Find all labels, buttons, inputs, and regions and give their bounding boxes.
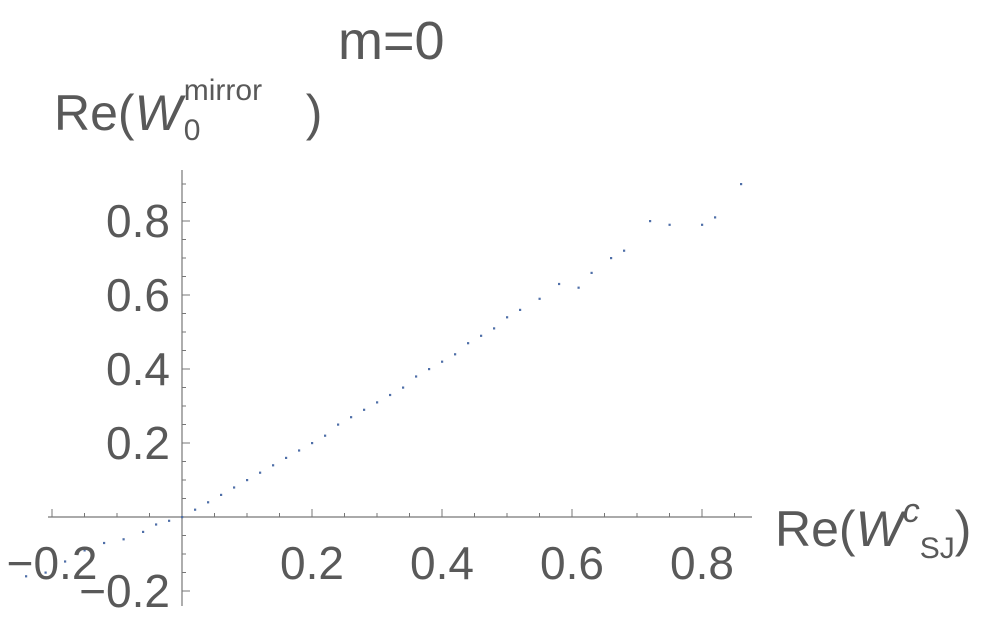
x-axis-label-prefix: Re(: [775, 501, 856, 557]
data-point: [142, 530, 145, 533]
data-point: [83, 549, 86, 552]
y-axis-label-subscript: 0: [183, 114, 201, 147]
data-point: [272, 464, 275, 467]
data-point: [506, 316, 509, 319]
y-tick-label: 0.2: [106, 417, 170, 469]
data-point: [577, 286, 580, 289]
data-point: [259, 471, 262, 474]
x-tick-label: 0.8: [670, 537, 734, 589]
x-tick-labels: −0.2 0.2 0.4 0.6 0.8: [7, 537, 734, 589]
data-point: [285, 456, 288, 459]
data-point: [649, 220, 652, 223]
data-point: [168, 519, 171, 522]
data-point: [350, 416, 353, 419]
y-tick-label: 0.4: [106, 343, 170, 395]
x-tick-label: 0.4: [410, 537, 474, 589]
y-tick-label: 0.8: [106, 195, 170, 247]
x-axis-label: Re(WcSJ): [775, 494, 971, 564]
x-axis-label-suffix: ): [954, 501, 972, 557]
data-point: [668, 223, 671, 226]
data-point: [538, 297, 541, 300]
data-point: [415, 375, 418, 378]
data-point: [298, 449, 301, 452]
data-point: [701, 223, 704, 226]
chart-title: m=0: [338, 14, 445, 68]
data-point: [103, 541, 106, 545]
data-point: [519, 308, 522, 311]
x-tick-label: 0.6: [540, 537, 604, 589]
data-point: [207, 501, 210, 504]
data-point: [590, 271, 593, 274]
data-point: [194, 508, 197, 511]
y-axis-label-superscript: mirror: [183, 74, 263, 107]
data-point: [558, 282, 561, 286]
data-point: [428, 368, 431, 371]
data-point: [402, 386, 405, 389]
y-axis-label-prefix: Re(: [54, 85, 135, 141]
data-point: [623, 249, 626, 252]
y-axis-label-symbol: W: [134, 85, 182, 141]
y-axis: [181, 170, 190, 606]
data-point: [740, 183, 743, 186]
data-point: [220, 493, 223, 496]
data-point: [363, 408, 366, 411]
data-point: [441, 360, 444, 363]
data-point: [324, 434, 327, 437]
data-point: [714, 216, 717, 219]
data-point: [44, 571, 47, 574]
data-point: [493, 327, 496, 330]
y-tick-label: −0.2: [79, 565, 170, 617]
y-axis-label-sub-sup: mirror 0: [182, 76, 306, 146]
x-tick-label: −0.2: [7, 537, 98, 589]
data-point: [610, 257, 613, 260]
data-point: [122, 538, 125, 541]
data-point: [64, 560, 67, 563]
data-point: [467, 342, 470, 345]
y-tick-label: 0.6: [106, 269, 170, 321]
data-point: [454, 353, 457, 356]
data-point: [155, 523, 158, 526]
data-point: [233, 486, 236, 489]
y-tick-labels: −0.2 0.2 0.4 0.6 0.8: [79, 195, 170, 617]
data-point: [480, 334, 483, 337]
data-point: [181, 516, 184, 519]
x-axis-label-superscript: c: [902, 492, 920, 530]
y-axis-label: Re(W mirror 0): [54, 76, 323, 146]
x-axis: [48, 509, 752, 518]
y-axis-label-suffix: ): [305, 85, 323, 141]
data-point: [389, 393, 392, 397]
x-axis-label-symbol: W: [855, 501, 903, 557]
chart-title-text: m=0: [338, 11, 445, 71]
data-point: [311, 442, 314, 445]
data-point: [25, 575, 28, 578]
data-point: [246, 479, 249, 482]
data-point: [376, 401, 379, 404]
x-tick-label: 0.2: [280, 537, 344, 589]
data-point: [337, 423, 340, 426]
x-axis-label-subscript: SJ: [919, 532, 955, 565]
data-points: [25, 183, 743, 578]
